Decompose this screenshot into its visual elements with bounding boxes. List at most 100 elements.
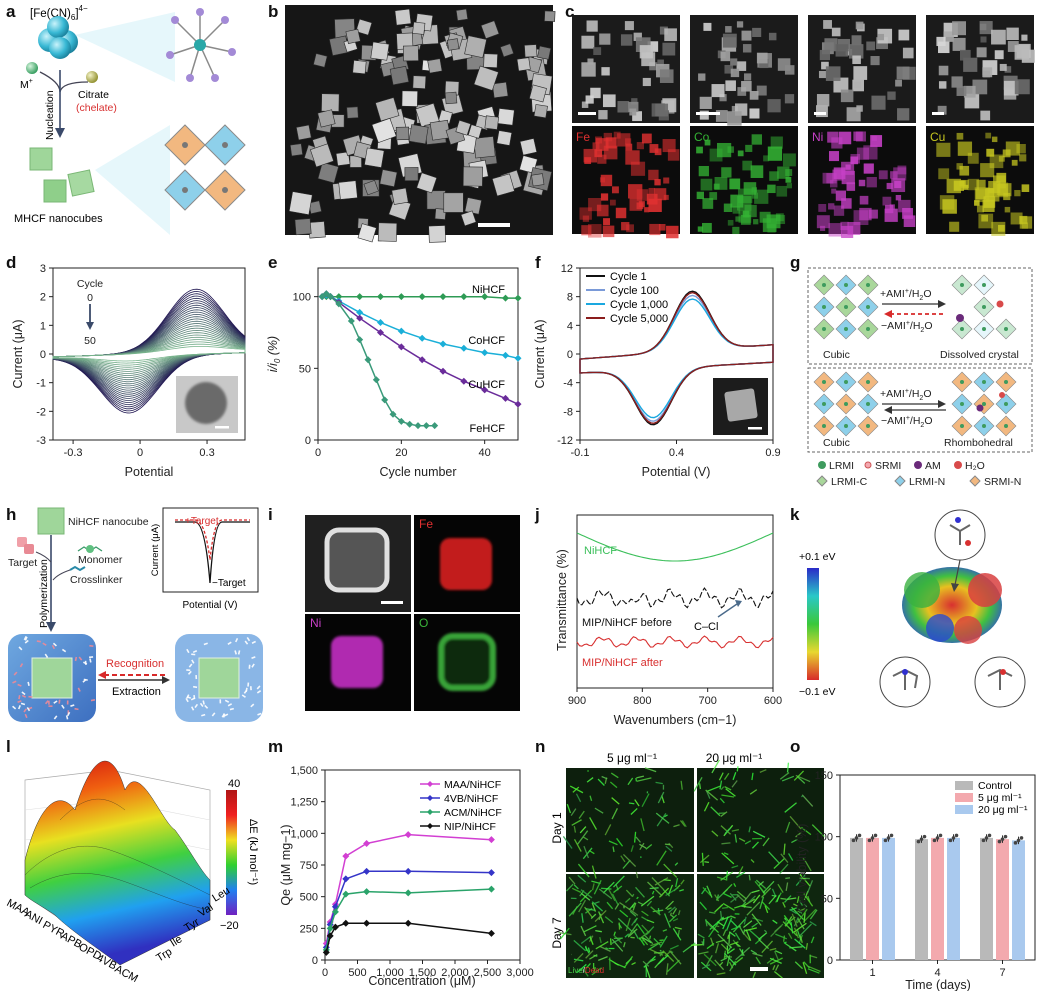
cell-mark: [751, 772, 754, 781]
eds-color-spot: [587, 224, 602, 238]
d-ytick-label: 1: [40, 320, 46, 332]
cell-mark: [703, 801, 710, 812]
sem-cube: [321, 93, 340, 112]
cell-mark: [634, 799, 640, 807]
m-chart-marks: 0 500 1,000 1,500 2,000 2,500 3,000 0 250 500 750 1…: [279, 765, 534, 988]
sem-cube: [379, 169, 398, 188]
sem-cube: [352, 60, 367, 75]
i-fe-map: [440, 538, 492, 590]
cell-mark: [642, 960, 650, 967]
cell-mark: [651, 890, 655, 895]
cell-mark: [613, 934, 623, 944]
cell-mark: [701, 941, 705, 946]
polymer-strand: [74, 656, 78, 662]
xtick-label: 0.4: [669, 447, 684, 459]
cell-mark: [647, 881, 663, 897]
eds-gray-cube: [852, 55, 861, 65]
eds-color-spot: [696, 191, 704, 200]
eds-color-spot: [853, 210, 869, 226]
sem-cube: [464, 197, 482, 215]
eds-color-spot: [1005, 141, 1020, 156]
eds-gray-cube: [816, 94, 830, 107]
eds-color-spot: [1004, 206, 1011, 213]
polymer-strand: [241, 694, 246, 698]
cell-mark: [745, 929, 752, 941]
polymer-strand: [51, 644, 56, 650]
eds-color-spot: [936, 142, 951, 157]
g-rhombohedral: Rhombohedral: [944, 437, 1013, 449]
polymer-strand: [20, 702, 26, 706]
eds-color-spot: [613, 131, 621, 139]
cell-mark: [593, 879, 602, 895]
eds-color-spot: [721, 167, 732, 178]
cell-mark: [611, 893, 619, 905]
lattice-ion: [960, 402, 964, 406]
cell-mark: [612, 846, 615, 853]
cell-mark: [762, 837, 770, 847]
cell-mark: [810, 936, 815, 944]
eds-color-spot: [603, 218, 611, 226]
data-point: [889, 833, 894, 838]
ytick-label: 1,250: [290, 797, 318, 809]
eds-color-spot: [751, 192, 759, 199]
eds-color-spot: [750, 165, 764, 178]
cell-mark: [638, 937, 645, 946]
legend-swatch: [955, 793, 973, 802]
cell-mark: [577, 863, 590, 878]
cell-mark: [641, 910, 649, 917]
cell-mark: [591, 967, 602, 976]
cell-mark: [586, 777, 594, 783]
cell-mark: [645, 966, 651, 979]
g-minus-bottom: −AMI+/H2O: [881, 415, 932, 429]
cell-mark: [665, 900, 674, 910]
polymer-strand: [257, 712, 262, 716]
g-plus-bottom: +AMI+/H2O: [880, 388, 931, 402]
cell-mark: [743, 929, 746, 933]
eds-color-spot: [667, 149, 680, 161]
data-point: [502, 294, 509, 302]
g-box-top: [807, 267, 1033, 365]
eds-gray-cube: [649, 62, 658, 71]
j-chart-marks: 900 800 700 600 NiHCF MIP/NiHCF before MIP/NiH…: [555, 532, 782, 727]
eds-color-spot: [991, 136, 998, 143]
eds-gray-cube: [846, 107, 861, 122]
cell-mark: [775, 964, 780, 971]
cell-mark: [633, 831, 637, 843]
cell-mark: [722, 906, 729, 909]
eds-gray-cube: [980, 110, 991, 121]
cell-mark: [738, 924, 745, 935]
cell-mark: [604, 824, 612, 836]
cell-mark: [635, 777, 638, 782]
cell-mark: [636, 775, 645, 779]
cell-mark: [573, 839, 582, 852]
ytick-label: 0: [312, 955, 318, 967]
octahedral-complex-icon: [166, 8, 236, 82]
eds-color-spot: [957, 141, 973, 156]
lattice-ion: [1004, 380, 1008, 384]
cell-mark: [715, 943, 720, 954]
polymer-strand: [188, 663, 193, 668]
data-point: [867, 838, 872, 843]
xtick-label: 3,000: [506, 967, 534, 979]
cell-mark: [722, 916, 729, 930]
polymer-strand: [204, 704, 209, 709]
cell-mark: [722, 902, 735, 911]
lattice-ion: [1004, 424, 1008, 428]
polymer-strand: [187, 670, 192, 675]
cell-mark: [650, 906, 661, 916]
e-series-label: NiHCF: [472, 284, 505, 296]
j-annotation-arrowhead: [735, 600, 742, 607]
eds-gray-cube: [699, 96, 712, 109]
sem-cube: [429, 119, 451, 141]
polymer-strand: [48, 700, 50, 705]
i-label-fe: Fe: [419, 517, 433, 531]
mip-polymer-texture: [12, 635, 262, 720]
ytick-label: 1,000: [290, 828, 318, 840]
cell-mark: [573, 825, 577, 833]
eds-color-spot: [697, 226, 704, 232]
cell-mark: [623, 942, 626, 948]
l-monomer-label: ACM: [113, 963, 140, 985]
eds-gray-cube: [895, 79, 902, 87]
cell-mark: [734, 834, 738, 843]
cell-mark: [802, 857, 806, 862]
